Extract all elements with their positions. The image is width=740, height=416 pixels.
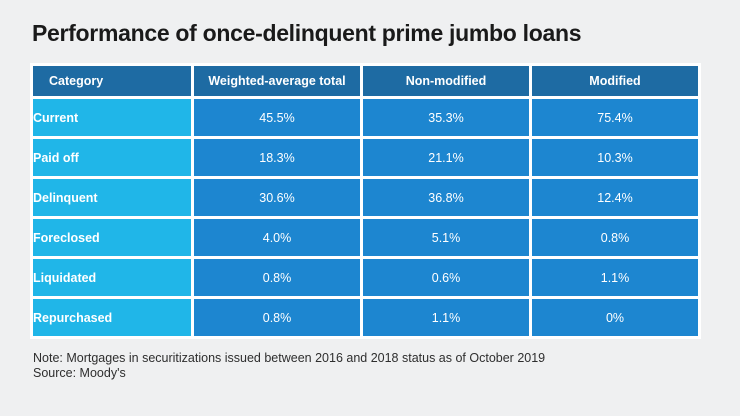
- row-label: Delinquent: [33, 179, 191, 216]
- cell-value: 45.5%: [194, 99, 360, 136]
- table-row: Delinquent 30.6% 36.8% 12.4%: [33, 179, 698, 216]
- column-header-non-modified: Non-modified: [363, 66, 529, 96]
- source-text: Source: Moody's: [33, 366, 126, 380]
- cell-value: 1.1%: [532, 259, 698, 296]
- row-label: Liquidated: [33, 259, 191, 296]
- column-header-weighted-average-total: Weighted-average total: [194, 66, 360, 96]
- table-row: Foreclosed 4.0% 5.1% 0.8%: [33, 219, 698, 256]
- cell-value: 36.8%: [363, 179, 529, 216]
- cell-value: 10.3%: [532, 139, 698, 176]
- cell-value: 0.8%: [532, 219, 698, 256]
- row-label: Paid off: [33, 139, 191, 176]
- table-row: Current 45.5% 35.3% 75.4%: [33, 99, 698, 136]
- row-label: Current: [33, 99, 191, 136]
- cell-value: 1.1%: [363, 299, 529, 336]
- cell-value: 35.3%: [363, 99, 529, 136]
- row-label: Foreclosed: [33, 219, 191, 256]
- column-header-category: Category: [33, 66, 191, 96]
- table-row: Paid off 18.3% 21.1% 10.3%: [33, 139, 698, 176]
- performance-table: Category Weighted-average total Non-modi…: [30, 63, 701, 339]
- row-label: Repurchased: [33, 299, 191, 336]
- note-text: Note: Mortgages in securitizations issue…: [33, 351, 546, 365]
- cell-value: 0.8%: [194, 299, 360, 336]
- cell-value: 4.0%: [194, 219, 360, 256]
- cell-value: 0.6%: [363, 259, 529, 296]
- cell-value: 12.4%: [532, 179, 698, 216]
- cell-value: 18.3%: [194, 139, 360, 176]
- cell-value: 30.6%: [194, 179, 360, 216]
- page-title: Performance of once-delinquent prime jum…: [32, 20, 582, 46]
- table-row: Repurchased 0.8% 1.1% 0%: [33, 299, 698, 336]
- cell-value: 75.4%: [532, 99, 698, 136]
- footnotes: Note: Mortgages in securitizations issue…: [33, 351, 545, 381]
- table-row: Liquidated 0.8% 0.6% 1.1%: [33, 259, 698, 296]
- cell-value: 5.1%: [363, 219, 529, 256]
- cell-value: 21.1%: [363, 139, 529, 176]
- cell-value: 0%: [532, 299, 698, 336]
- table-header-row: Category Weighted-average total Non-modi…: [33, 66, 698, 96]
- cell-value: 0.8%: [194, 259, 360, 296]
- column-header-modified: Modified: [532, 66, 698, 96]
